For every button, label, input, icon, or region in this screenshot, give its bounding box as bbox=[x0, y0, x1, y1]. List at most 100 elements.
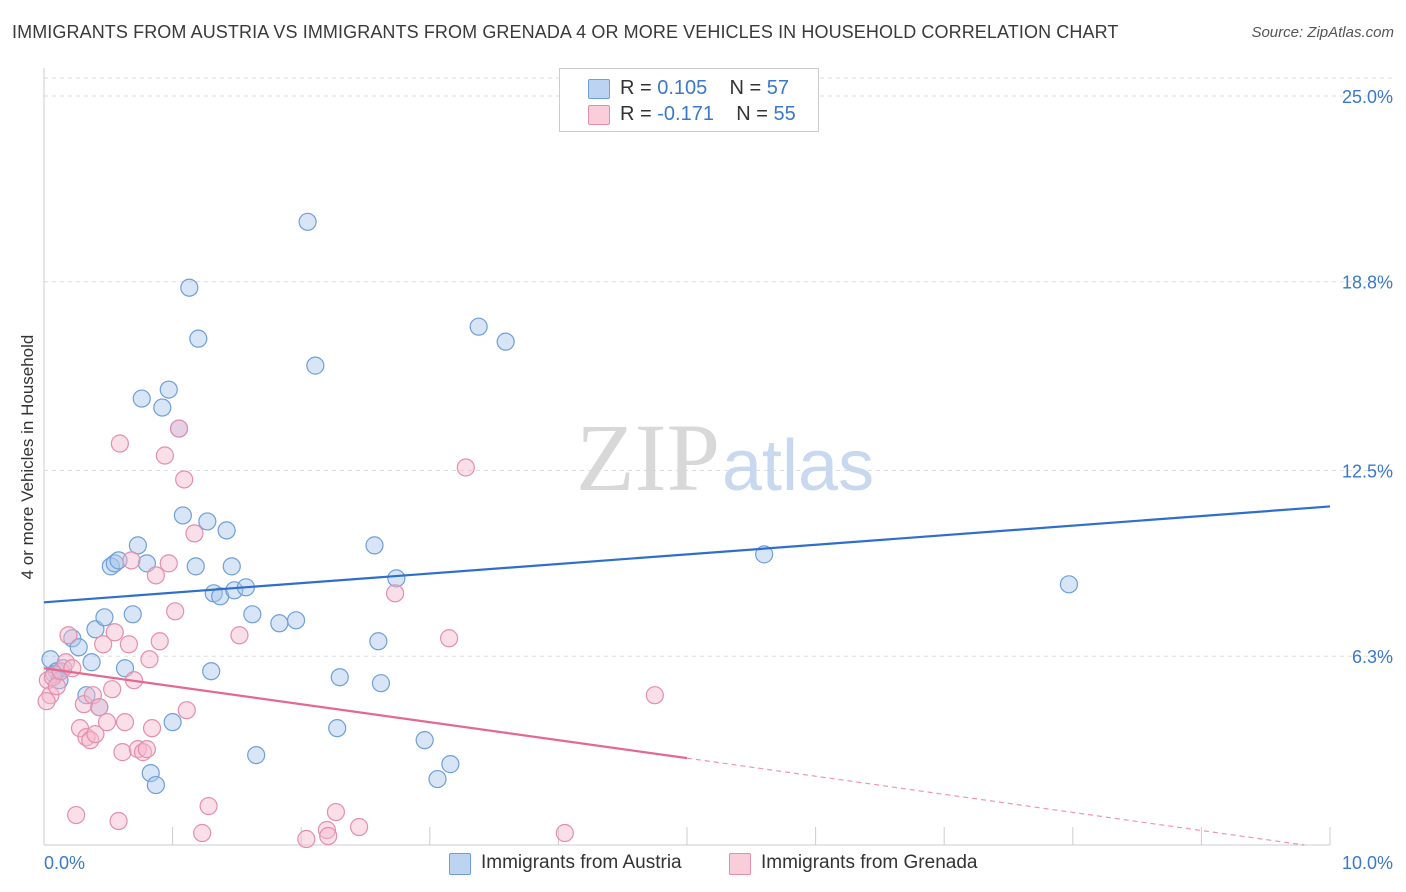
grenada-point bbox=[142, 719, 162, 738]
austria-point bbox=[163, 713, 182, 732]
gridlines bbox=[44, 77, 1395, 657]
austria-point bbox=[243, 605, 262, 624]
austria-trend-line bbox=[43, 505, 1331, 604]
grenada-point bbox=[70, 719, 90, 738]
grenada-point bbox=[105, 623, 124, 642]
x-tick-label: 0.0% bbox=[44, 853, 85, 873]
austria-point bbox=[365, 536, 384, 555]
austria-point bbox=[222, 557, 241, 576]
legend-r-value: 0.105 bbox=[657, 77, 708, 99]
austria-point bbox=[109, 551, 128, 570]
grenada-point bbox=[349, 817, 369, 837]
austria-point bbox=[173, 506, 192, 525]
austria-point bbox=[330, 668, 349, 687]
austria-point bbox=[153, 398, 172, 417]
austria-point bbox=[286, 611, 306, 630]
correlation-legend: R = 0.105 N = 57 R = -0.171 N = 55 bbox=[559, 68, 819, 132]
grenada-point bbox=[193, 823, 212, 843]
grenada-point bbox=[122, 551, 141, 570]
grenada-trend-line bbox=[43, 667, 688, 760]
austria-point bbox=[755, 545, 774, 564]
x-tick-label: 10.0% bbox=[1342, 853, 1393, 873]
grenada-point bbox=[177, 701, 196, 720]
grenada-point bbox=[38, 671, 57, 690]
grenada-point bbox=[109, 811, 128, 831]
grenada-point bbox=[81, 731, 100, 750]
austria-point bbox=[328, 719, 347, 738]
grenada-point bbox=[67, 805, 86, 825]
austria-point bbox=[198, 512, 217, 531]
austria-point bbox=[69, 638, 88, 657]
legend-n-value: 57 bbox=[766, 77, 790, 99]
legend-n-value: 55 bbox=[773, 103, 796, 125]
grenada-point bbox=[47, 677, 66, 696]
grenada-point bbox=[169, 419, 189, 438]
grenada-point bbox=[119, 635, 138, 654]
austria-point bbox=[159, 380, 178, 399]
chart-title: IMMIGRANTS FROM AUSTRIA VS IMMIGRANTS FR… bbox=[12, 22, 1119, 42]
source-label: Source: ZipAtlas.com bbox=[1251, 24, 1394, 41]
grenada-point bbox=[155, 446, 174, 465]
legend-r-label: R = bbox=[620, 103, 652, 125]
grenada-point bbox=[297, 829, 316, 849]
grenada-point bbox=[97, 713, 117, 732]
legend-n-label: N = bbox=[729, 77, 762, 99]
grenada-point bbox=[456, 458, 475, 477]
grenada-swatch bbox=[588, 105, 610, 125]
austria-point bbox=[202, 662, 221, 681]
austria-point bbox=[371, 674, 391, 693]
grenada-point bbox=[166, 602, 185, 621]
axes bbox=[43, 68, 1331, 846]
austria-point bbox=[306, 356, 325, 375]
austria-swatch bbox=[588, 79, 610, 99]
y-tick-label: 6.3% bbox=[1352, 647, 1393, 667]
legend-r-label: R = bbox=[620, 77, 652, 99]
grenada-point bbox=[140, 650, 159, 669]
legend-r-value: -0.171 bbox=[657, 103, 714, 125]
austria-point bbox=[95, 608, 114, 627]
grenada-point bbox=[199, 796, 218, 816]
legend-n-label: N = bbox=[736, 103, 768, 125]
grenada-trend-extension bbox=[686, 757, 1305, 846]
austria-point bbox=[128, 536, 147, 555]
grenada-point bbox=[230, 626, 249, 645]
data-points bbox=[37, 212, 1079, 849]
grenada-point bbox=[110, 434, 129, 453]
trend-lines bbox=[43, 505, 1331, 846]
grenada-point bbox=[185, 524, 204, 543]
grenada-point bbox=[150, 632, 169, 651]
austria-point bbox=[217, 521, 236, 540]
grenada-point bbox=[326, 802, 346, 822]
grenada-legend-label: Immigrants from Grenada bbox=[761, 852, 978, 873]
austria-legend-label: Immigrants from Austria bbox=[481, 852, 682, 873]
grenada-point bbox=[94, 635, 113, 654]
grenada-point bbox=[37, 692, 56, 711]
austria-point bbox=[496, 332, 515, 351]
austria-point bbox=[415, 731, 434, 750]
grenada-legend-swatch bbox=[729, 853, 751, 875]
grenada-point bbox=[645, 686, 664, 705]
austria-point bbox=[270, 614, 289, 633]
austria-point bbox=[225, 581, 244, 600]
grenada-point bbox=[113, 743, 132, 762]
grenada-point bbox=[63, 659, 82, 678]
austria-legend-swatch bbox=[449, 853, 471, 875]
watermark-zip: ZIP bbox=[576, 404, 720, 511]
tick-labels: 6.3% 12.5% 18.8% 25.0% 0.0% 10.0% bbox=[44, 87, 1393, 873]
austria-point bbox=[369, 632, 388, 651]
austria-point bbox=[186, 557, 205, 576]
austria-point bbox=[298, 212, 317, 231]
grenada-point bbox=[555, 823, 574, 843]
y-tick-label: 25.0% bbox=[1342, 87, 1393, 107]
austria-point bbox=[247, 746, 266, 765]
grenada-point bbox=[317, 820, 337, 840]
austria-point bbox=[189, 329, 208, 348]
grenada-point bbox=[103, 680, 122, 699]
austria-point bbox=[441, 755, 460, 774]
austria-point bbox=[1059, 575, 1079, 594]
grenada-point bbox=[146, 566, 165, 585]
grenada-point bbox=[90, 698, 109, 717]
austria-point bbox=[141, 763, 160, 783]
grenada-point bbox=[439, 629, 459, 648]
grenada-point bbox=[86, 725, 105, 744]
